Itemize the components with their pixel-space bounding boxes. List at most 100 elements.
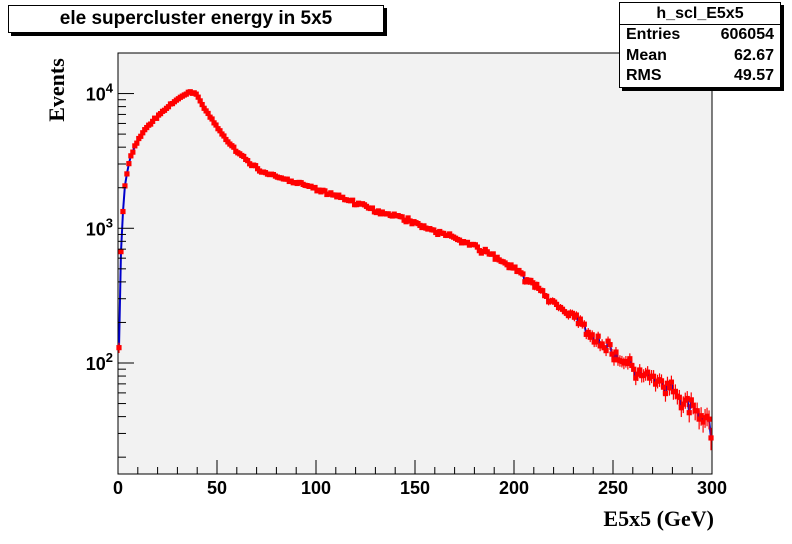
data-point <box>231 144 237 150</box>
data-point <box>593 339 599 345</box>
data-point <box>698 413 704 419</box>
stats-value: 49.57 <box>733 67 774 84</box>
data-point <box>589 332 595 338</box>
data-point <box>668 379 675 385</box>
data-point <box>690 402 696 408</box>
data-point <box>607 342 613 348</box>
data-point <box>221 133 227 139</box>
data-point <box>490 251 496 257</box>
data-point <box>241 153 247 160</box>
data-point <box>676 394 682 400</box>
data-point <box>312 184 318 191</box>
data-point <box>520 271 526 277</box>
stats-row-rms: RMS 49.57 <box>620 66 780 87</box>
data-point <box>585 329 591 335</box>
histogram-markers <box>116 89 714 451</box>
data-point <box>132 143 138 149</box>
data-point <box>534 281 540 288</box>
data-point <box>635 371 641 377</box>
data-point <box>680 401 686 407</box>
x-axis-label: E5x5 (GeV) <box>603 506 714 531</box>
data-point <box>165 104 172 110</box>
axes: 0 50 100 150 200 250 300 102 103 104 <box>86 52 727 498</box>
data-point <box>633 375 639 381</box>
data-point <box>201 105 207 111</box>
data-point <box>666 385 673 391</box>
data-point <box>686 410 692 416</box>
data-point <box>474 244 480 250</box>
data-point <box>399 214 405 220</box>
data-point <box>609 351 615 357</box>
data-point <box>652 381 659 387</box>
data-point <box>672 388 678 394</box>
data-point <box>118 249 124 255</box>
data-point <box>130 149 136 155</box>
data-point <box>195 94 201 100</box>
data-point <box>613 349 619 355</box>
data-point <box>658 378 665 384</box>
data-point <box>199 101 205 108</box>
y-tick-label: 102 <box>86 350 113 374</box>
data-point <box>217 128 223 134</box>
data-point <box>599 341 605 347</box>
data-point <box>213 122 219 128</box>
x-tick-label: 200 <box>499 478 529 498</box>
data-point <box>694 408 700 414</box>
stats-row-mean: Mean 62.67 <box>620 46 780 67</box>
data-point <box>120 208 126 215</box>
data-point <box>530 280 536 286</box>
data-point <box>553 301 560 308</box>
data-point <box>150 118 156 124</box>
y-tick-label: 104 <box>86 81 114 105</box>
data-point <box>625 360 631 366</box>
data-point <box>253 163 259 169</box>
data-point <box>375 208 381 214</box>
data-point <box>684 395 690 402</box>
data-point <box>573 312 579 318</box>
data-point <box>407 218 413 224</box>
stats-label: Mean <box>626 46 667 64</box>
data-point <box>627 356 633 362</box>
data-point <box>581 321 587 327</box>
data-point <box>700 419 706 425</box>
data-point <box>569 310 576 316</box>
x-tick-label: 250 <box>598 478 628 498</box>
x-tick-label: 150 <box>400 478 430 498</box>
data-point <box>696 416 702 422</box>
data-point <box>128 153 134 159</box>
data-point <box>704 413 710 419</box>
data-point <box>611 357 617 363</box>
data-point <box>148 121 154 127</box>
data-point <box>532 284 538 290</box>
stats-box: h_scl_E5x5 Entries 606054 Mean 62.67 RMS… <box>619 2 781 88</box>
data-point <box>154 115 160 121</box>
data-point <box>688 397 694 403</box>
data-point <box>205 110 211 117</box>
data-point <box>650 373 657 379</box>
chart-title: ele supercluster energy in 5x5 <box>8 5 384 33</box>
data-point <box>540 288 546 294</box>
stats-value: 606054 <box>720 26 774 43</box>
data-point <box>577 316 583 322</box>
data-point <box>456 237 463 243</box>
data-point <box>245 158 251 164</box>
x-tick-label: 300 <box>697 478 727 498</box>
data-point <box>464 239 471 245</box>
data-point <box>601 345 607 351</box>
data-point <box>595 333 601 339</box>
data-point <box>138 133 144 139</box>
data-point <box>645 369 651 375</box>
plot-frame <box>117 52 713 475</box>
data-point <box>116 345 122 351</box>
data-point <box>664 380 671 386</box>
y-axis-label: Events <box>44 58 69 122</box>
data-point <box>209 116 215 122</box>
data-point <box>708 435 714 441</box>
data-point <box>369 205 376 211</box>
data-point <box>662 390 669 397</box>
data-point <box>706 416 712 422</box>
data-point <box>124 171 130 177</box>
x-tick-label: 100 <box>301 478 331 498</box>
data-point <box>637 367 643 373</box>
stats-histogram-name: h_scl_E5x5 <box>620 3 780 25</box>
